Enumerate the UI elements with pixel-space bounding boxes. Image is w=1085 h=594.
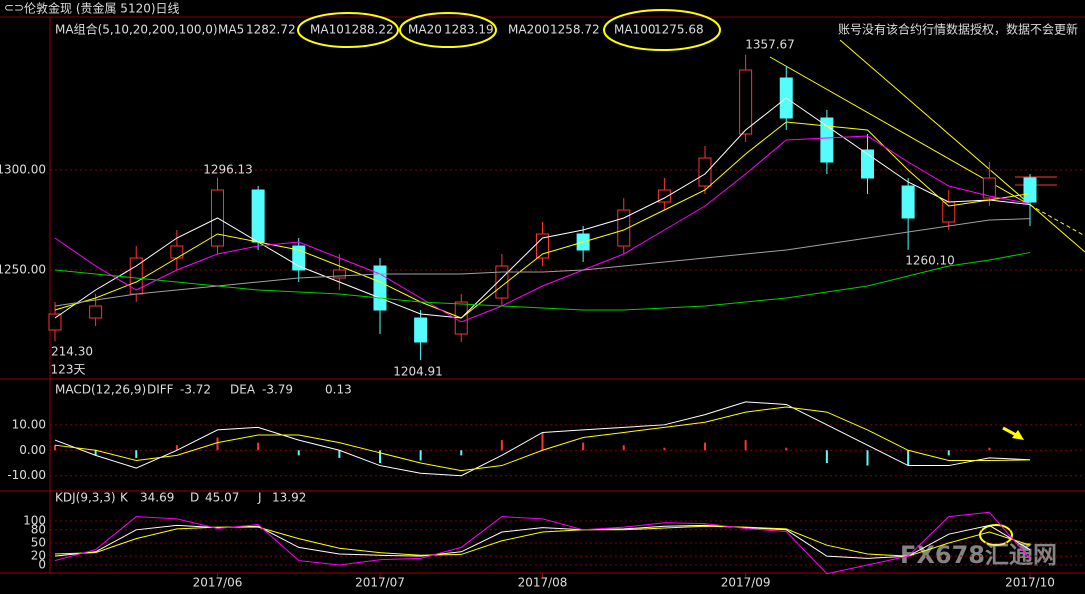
y-tick-label: 20 bbox=[31, 549, 46, 563]
candle-body bbox=[861, 149, 874, 179]
legend-name: K bbox=[120, 491, 129, 505]
candle-body bbox=[332, 269, 346, 279]
legend-value: 34.69 bbox=[140, 491, 174, 505]
notice: 账号没有该合约行情数据授权，数据不会更新 bbox=[838, 22, 1078, 37]
legend-name: MA200 bbox=[508, 23, 549, 37]
annotation: 214.30 bbox=[51, 345, 93, 359]
watermark: FX678汇通网 bbox=[900, 541, 1057, 569]
candle-body bbox=[901, 185, 915, 219]
series-line bbox=[54, 218, 1031, 307]
highlight-ellipse bbox=[399, 12, 497, 48]
trend-line bbox=[1029, 204, 1085, 237]
x-tick-label: 2017/08 bbox=[518, 576, 568, 590]
highlight-ellipse bbox=[297, 12, 399, 48]
legend-name: D bbox=[190, 491, 199, 505]
series-line bbox=[54, 406, 1031, 472]
annotation: 1204.91 bbox=[393, 365, 443, 379]
candle-body bbox=[820, 117, 834, 163]
y-tick-label: -10.00 bbox=[7, 468, 46, 482]
candle-body bbox=[739, 69, 753, 135]
x-tick-label: 2017/06 bbox=[193, 576, 243, 590]
candle-body bbox=[495, 265, 509, 299]
arrow-head bbox=[1012, 430, 1024, 440]
y-tick-label: 100 bbox=[23, 514, 46, 528]
legend-name: MA5 bbox=[218, 23, 244, 37]
series-line bbox=[54, 525, 1031, 557]
candle-body bbox=[89, 305, 103, 319]
candle-body bbox=[982, 177, 996, 199]
legend-value: 0.13 bbox=[325, 383, 352, 397]
menu-icon[interactable]: ⊂⊃ bbox=[4, 1, 24, 15]
legend-title: MA组合(5,10,20,200,100,0) bbox=[55, 22, 218, 37]
legend-name: DEA bbox=[230, 383, 256, 397]
series-line bbox=[54, 97, 1031, 319]
legend-name: MA100 bbox=[614, 23, 655, 37]
y-tick-label: 1300.00 bbox=[0, 163, 46, 177]
legend-name: J bbox=[257, 491, 262, 505]
y-tick-label: 10.00 bbox=[12, 417, 46, 431]
candle-body bbox=[48, 313, 62, 331]
legend-value: 1258.72 bbox=[550, 23, 600, 37]
x-tick-label: 2017/10 bbox=[1005, 576, 1055, 590]
series-line bbox=[54, 511, 1031, 575]
legend-value: 1275.68 bbox=[654, 23, 704, 37]
candle-body bbox=[414, 317, 428, 343]
y-tick-label: 50 bbox=[31, 535, 46, 549]
legend-name: MA20 bbox=[408, 23, 442, 37]
trend-line bbox=[839, 39, 1085, 253]
annotation: 1260.10 bbox=[905, 254, 955, 268]
annotation: 1357.67 bbox=[745, 38, 795, 52]
candle-body bbox=[251, 189, 265, 243]
series-line bbox=[54, 135, 1031, 323]
legend-value: -3.79 bbox=[262, 383, 293, 397]
series-line bbox=[54, 401, 1031, 477]
candle-body bbox=[170, 245, 184, 259]
legend-title: KDJ(9,3,3) bbox=[55, 491, 116, 505]
legend-title: MACD(12,26,9) bbox=[55, 383, 146, 397]
legend-value: 1283.19 bbox=[444, 23, 494, 37]
legend-value: 1282.72 bbox=[246, 23, 296, 37]
y-tick-label: 1250.00 bbox=[0, 263, 46, 277]
legend-value: 1288.22 bbox=[344, 23, 394, 37]
y-tick-label: 0 bbox=[38, 557, 46, 571]
series-line bbox=[54, 121, 1031, 319]
candle-body bbox=[1023, 177, 1037, 203]
legend-value: -3.72 bbox=[180, 383, 211, 397]
legend-value: 13.92 bbox=[272, 491, 306, 505]
candle-body bbox=[536, 233, 549, 259]
legend-name: MA10 bbox=[310, 23, 344, 37]
annotation: 1296.13 bbox=[203, 163, 253, 177]
y-tick-label: 80 bbox=[31, 522, 46, 536]
highlight-ellipse bbox=[603, 9, 721, 51]
x-tick-label: 2017/09 bbox=[721, 576, 771, 590]
window-title: 伦敦金现 (贵金属 5120)日线 bbox=[24, 1, 180, 16]
legend-name: DIFF bbox=[147, 383, 174, 397]
legend-value: 45.07 bbox=[205, 491, 239, 505]
candle-body bbox=[698, 157, 712, 187]
annotation: 123天 bbox=[51, 363, 86, 377]
x-tick-label: 2017/07 bbox=[355, 576, 405, 590]
y-tick-label: 0.00 bbox=[19, 443, 46, 457]
